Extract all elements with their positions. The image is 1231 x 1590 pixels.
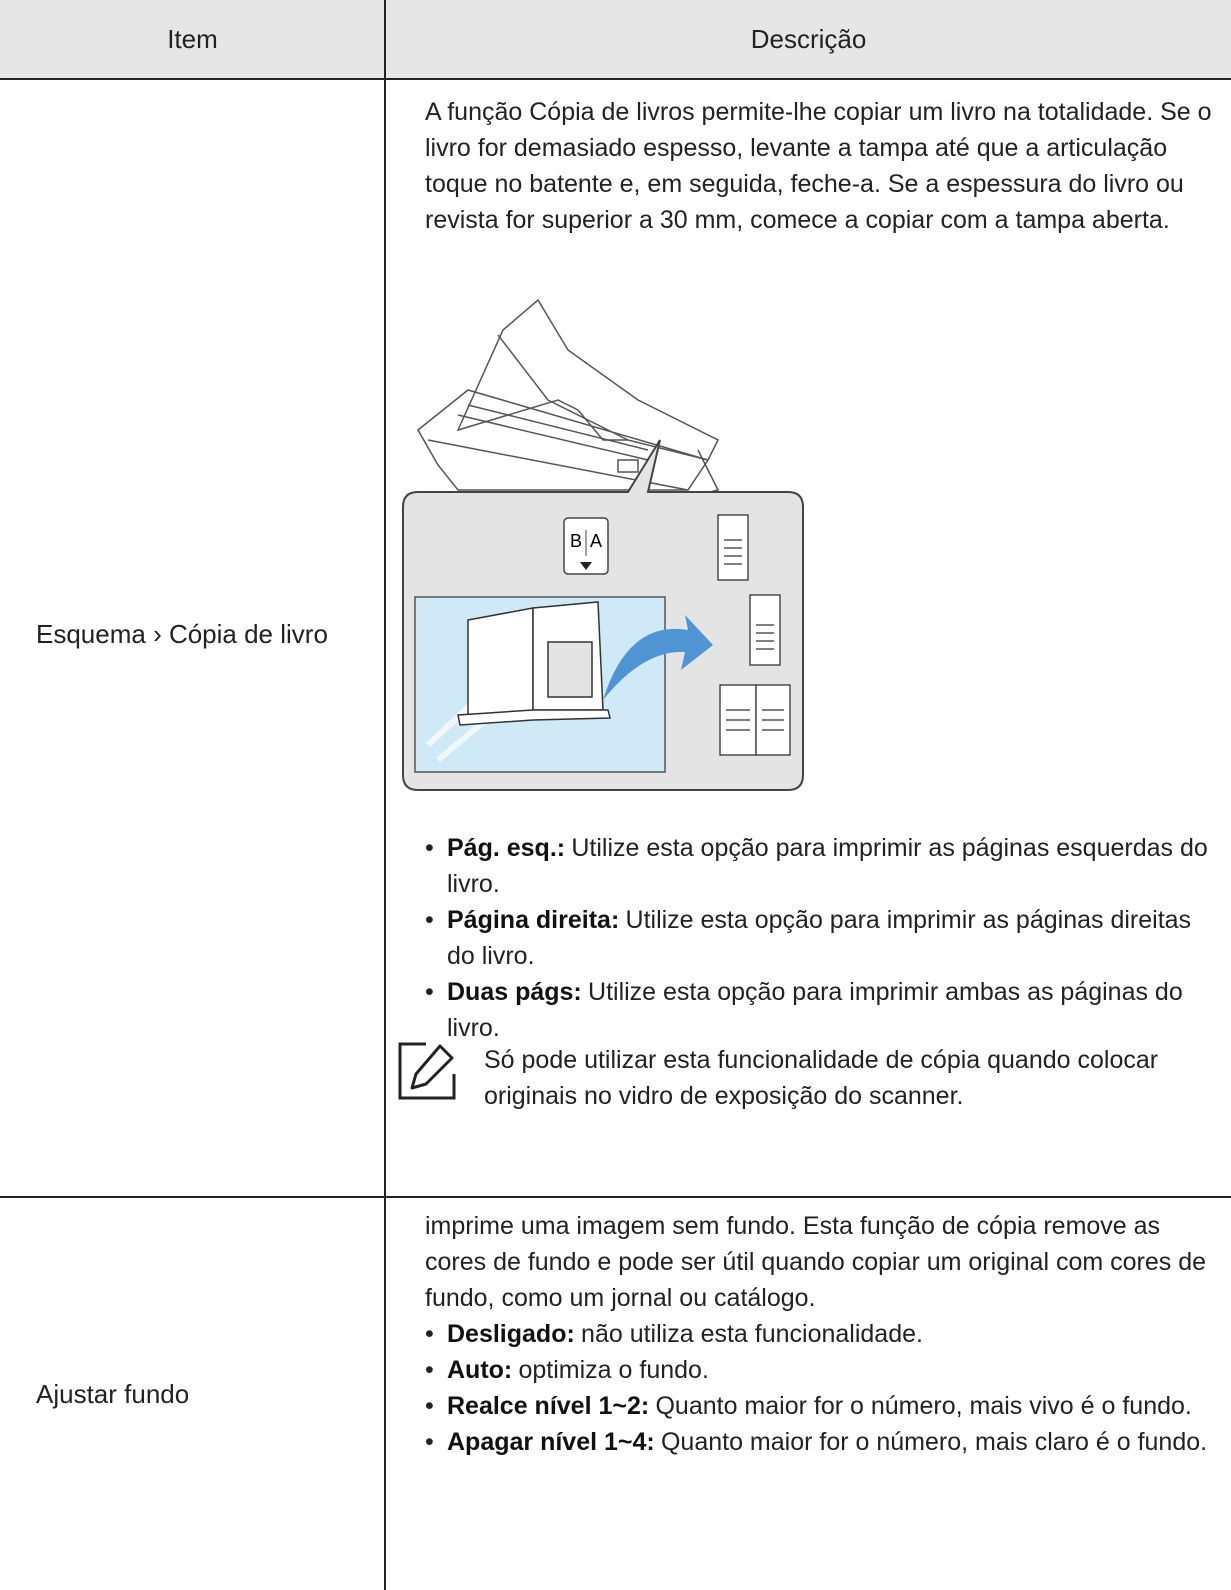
option-term: Duas págs: [447, 978, 582, 1006]
table-header [0, 0, 1231, 80]
option: Página direita:Utilize esta opção para i… [425, 902, 1215, 974]
option: Apagar nível 1~4:Quanto maior for o núme… [425, 1424, 1215, 1460]
option: Duas págs:Utilize esta opção para imprim… [425, 974, 1215, 1046]
option-text: Quanto maior for o número, mais vivo é o… [655, 1392, 1192, 1420]
option-list: Pág. esq.:Utilize esta opção para imprim… [425, 830, 1215, 1046]
option-term: Auto: [447, 1356, 513, 1384]
option-text: não utiliza esta funcionalidade. [581, 1320, 923, 1348]
option: Realce nível 1~2:Quanto maior for o núme… [425, 1388, 1215, 1424]
option: Desligado:não utiliza esta funcionalidad… [425, 1316, 1215, 1352]
option-text: Utilize esta opção para imprimir as pági… [447, 834, 1208, 898]
option-term: Página direita: [447, 906, 620, 934]
option-text: Quanto maior for o número, mais claro é … [660, 1428, 1208, 1456]
figure-label: B [570, 531, 582, 551]
option-list: Desligado:não utiliza esta funcionalidad… [425, 1316, 1215, 1460]
option-text: optimiza o fundo. [518, 1356, 709, 1384]
page-icons [717, 514, 791, 756]
item-cell: Ajustar fundo [36, 1379, 190, 1409]
option: Auto:optimiza o fundo. [425, 1352, 1215, 1388]
option-text: Utilize esta opção para imprimir as pági… [447, 906, 1192, 970]
illustration: B A [402, 298, 804, 791]
description: imprime uma imagem sem fundo. Esta funçã… [425, 1212, 1207, 1312]
item-cell: Esquema › Cópia de livro [36, 619, 328, 649]
option-term: Pág. esq.: [447, 834, 566, 862]
option-term: Apagar nível 1~4: [447, 1428, 655, 1456]
figure-label: A [590, 531, 602, 551]
option: Pág. esq.:Utilize esta opção para imprim… [425, 830, 1215, 902]
open-book [457, 601, 611, 726]
header-cell: Item [167, 24, 218, 54]
arrow [603, 615, 713, 700]
description: A função Cópia de livros permite-lhe cop… [425, 98, 1212, 234]
option-term: Realce nível 1~2: [447, 1392, 650, 1420]
note-icon [398, 1042, 456, 1100]
header-cell: Descrição [750, 24, 867, 54]
option-term: Desligado: [447, 1320, 575, 1348]
column-divider [384, 0, 386, 1590]
printer-sketch [417, 298, 720, 496]
row-divider [0, 1196, 1231, 1198]
note-text: Só pode utilizar esta funcionalidade de … [484, 1046, 1159, 1110]
option-text: Utilize esta opção para imprimir ambas a… [447, 978, 1183, 1042]
